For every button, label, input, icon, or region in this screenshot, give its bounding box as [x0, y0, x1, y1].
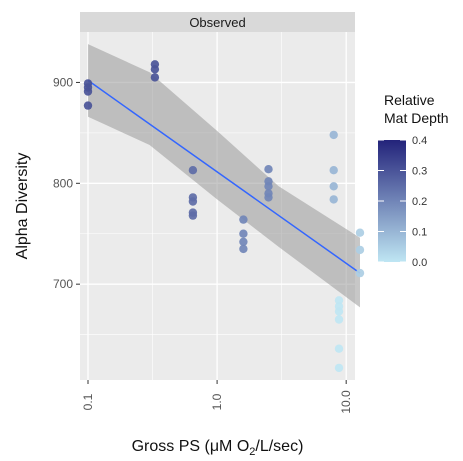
data-point: [188, 197, 198, 206]
data-point: [329, 130, 338, 140]
facet-strip: Observed: [80, 12, 355, 32]
x-axis-title-subscript: 2: [249, 446, 255, 458]
regression-line: [87, 79, 361, 274]
data-point: [188, 211, 198, 220]
y-tick-label: 700: [53, 277, 73, 291]
legend-tick-label: 0.3: [412, 166, 427, 178]
data-point: [83, 87, 93, 96]
legend-tick-label: 0.2: [412, 196, 427, 208]
data-point: [239, 237, 248, 246]
data-point: [188, 166, 198, 175]
data-point: [329, 182, 338, 191]
data-point: [264, 182, 273, 191]
data-point: [334, 307, 344, 316]
x-axis-ticks: 0.1 1.0 10.0: [81, 380, 353, 414]
confidence-band: [88, 44, 360, 308]
legend-ticks: 0.4 0.3 0.2 0.1 0.0: [378, 135, 427, 269]
data-point: [239, 229, 248, 238]
data-point: [83, 101, 93, 110]
legend-tick-label: 0.1: [412, 227, 427, 239]
legend-title-line-2: Mat Depth: [384, 110, 449, 126]
x-tick-label: 1.0: [210, 393, 224, 410]
y-axis-ticks: 700 800 900: [53, 75, 80, 291]
legend-tick-label: 0.4: [412, 135, 427, 147]
data-point: [355, 268, 365, 278]
facet-strip-label: Observed: [189, 15, 245, 30]
data-point: [150, 65, 160, 74]
data-point: [264, 193, 273, 202]
data-point: [239, 215, 248, 224]
x-tick-label: 0.1: [81, 393, 95, 410]
data-point: [329, 166, 338, 175]
data-point: [264, 165, 273, 174]
data-point: [329, 195, 338, 204]
data-points: [83, 60, 365, 373]
data-point: [239, 244, 248, 254]
data-point: [334, 344, 344, 353]
legend: Relative Mat Depth 0.4 0.3 0.2 0.1 0.0: [378, 92, 449, 269]
data-point: [355, 228, 365, 237]
y-tick-label: 900: [53, 75, 73, 89]
data-point: [334, 363, 344, 373]
x-tick-label: 10.0: [339, 390, 353, 414]
data-point: [355, 245, 365, 255]
data-point: [150, 73, 160, 82]
x-axis-title: Gross PS (μM O2/L/sec): [132, 438, 304, 458]
x-axis-title-suffix: /L/sec): [255, 438, 303, 455]
data-point: [334, 296, 344, 305]
facet-strip-background: [80, 12, 355, 32]
y-axis-title: Alpha Diversity: [14, 153, 31, 260]
y-tick-label: 800: [53, 176, 73, 190]
legend-tick-label: 0.0: [412, 257, 427, 269]
x-axis-title-prefix: Gross PS (μM O: [132, 438, 250, 455]
legend-title-line-1: Relative: [384, 92, 435, 108]
data-point: [334, 315, 344, 324]
